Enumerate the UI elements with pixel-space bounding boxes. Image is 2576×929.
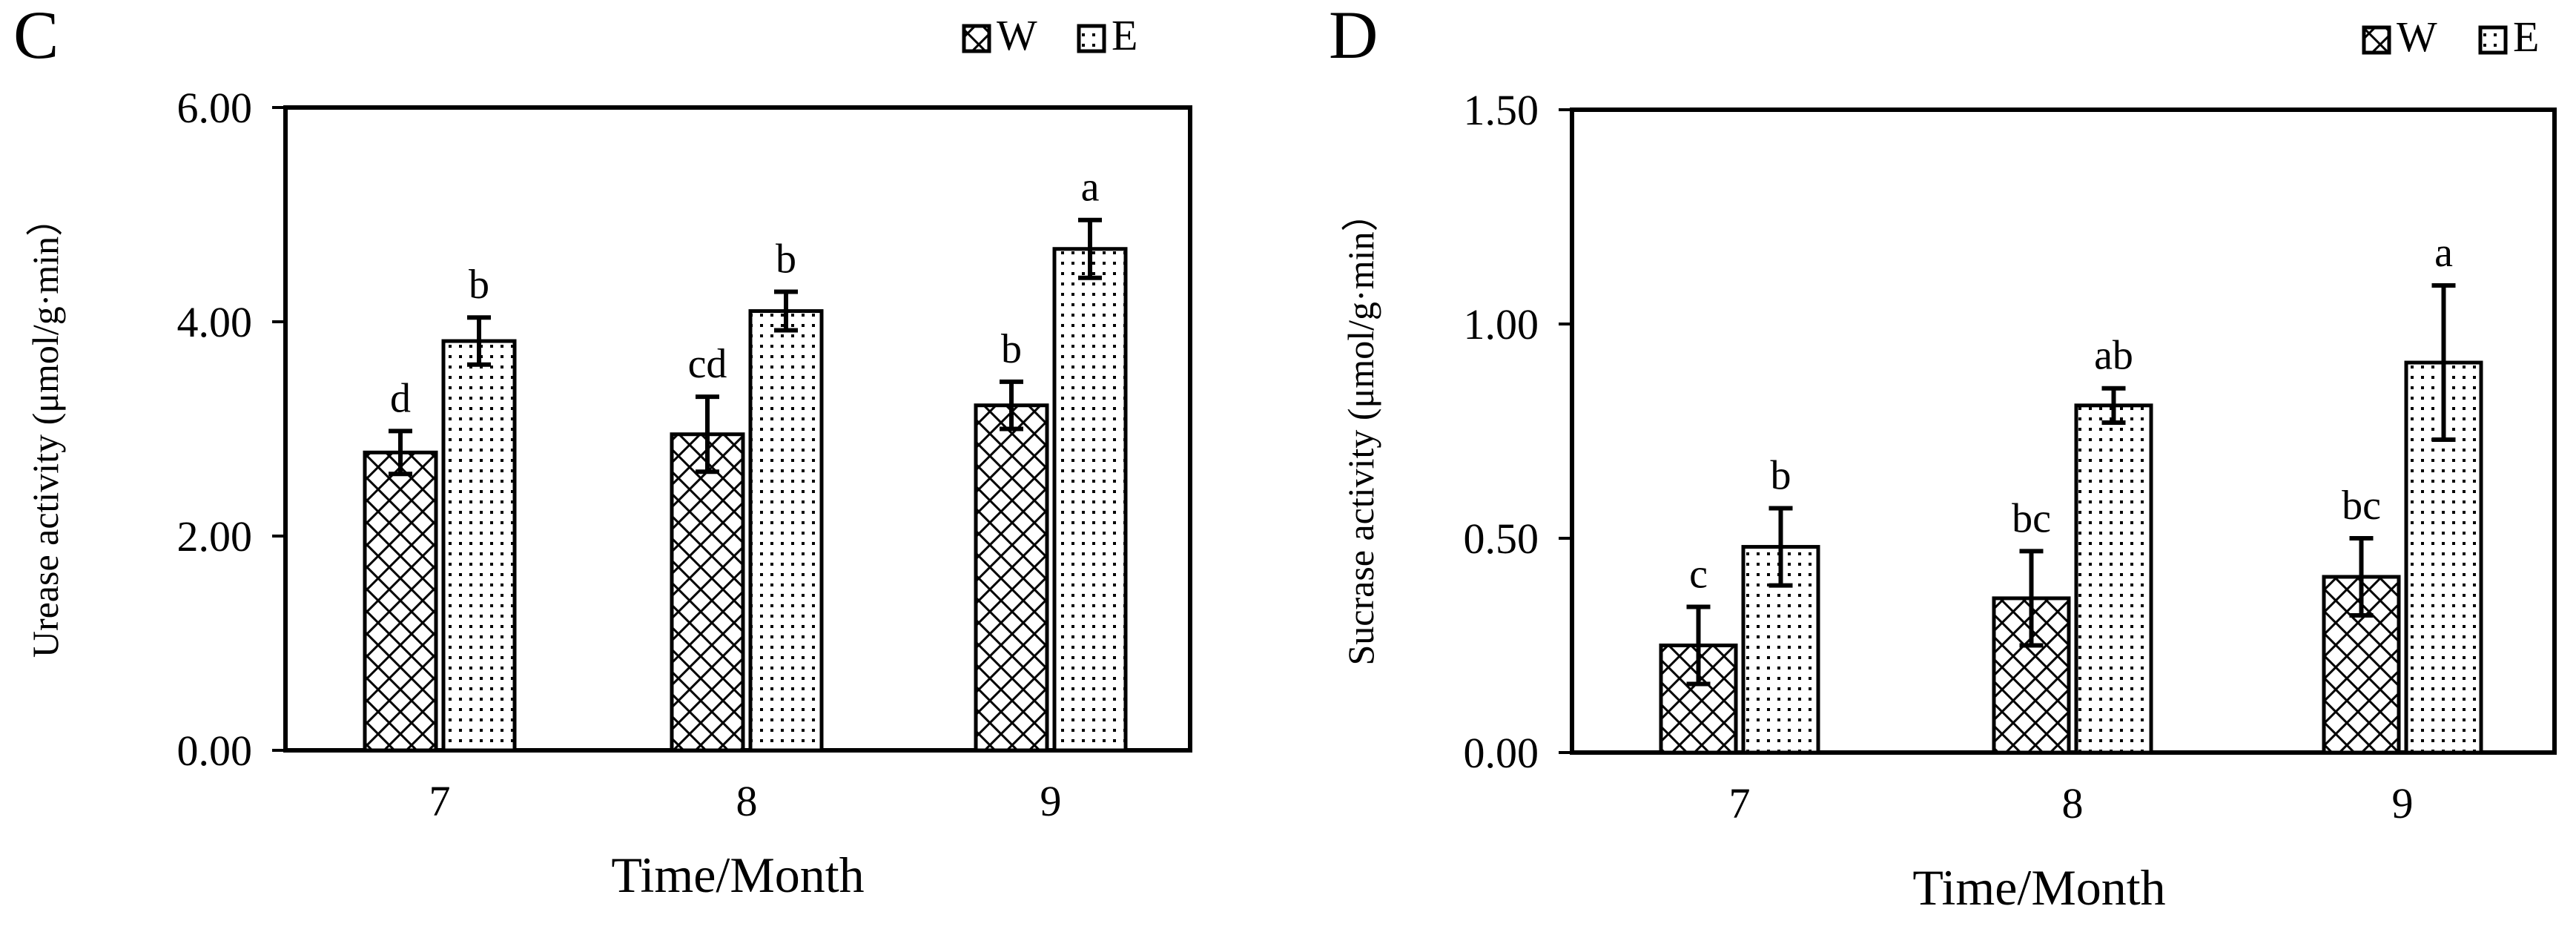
significance-label: cd: [688, 341, 727, 387]
x-axis-label: Time/Month: [611, 847, 864, 903]
x-tick-label: 8: [736, 777, 758, 825]
bar-w: [670, 432, 745, 753]
bar-w: [363, 450, 438, 753]
x-axis-label: Time/Month: [1912, 859, 2165, 916]
y-tick-label: 0.50: [1464, 515, 1539, 563]
legend-swatch-e: [1077, 24, 1106, 53]
significance-label: a: [1081, 165, 1100, 211]
legend-swatch-w: [962, 24, 991, 53]
panel-letter: C: [13, 0, 59, 73]
x-tick-label: 7: [429, 777, 451, 825]
y-axis-label: Sucrase activity (μmol/g·min）: [1340, 194, 1381, 665]
x-tick-label: 8: [2062, 779, 2084, 827]
legend-label: W: [997, 11, 1037, 59]
y-tick-label: 0.00: [1464, 729, 1539, 777]
significance-label: b: [776, 237, 796, 282]
significance-label: ab: [2094, 333, 2133, 379]
bar-e: [1052, 247, 1128, 753]
significance-label: a: [2434, 230, 2453, 276]
significance-label: b: [1001, 326, 1022, 372]
y-tick-label: 4.00: [177, 298, 253, 346]
x-tick-label: 7: [1729, 779, 1751, 827]
y-tick-label: 1.50: [1464, 86, 1539, 134]
significance-label: bc: [2012, 495, 2051, 541]
y-tick-label: 2.00: [177, 512, 253, 561]
y-tick-label: 1.00: [1464, 300, 1539, 348]
y-tick-label: 6.00: [177, 84, 253, 132]
bar-e: [441, 339, 517, 753]
significance-label: d: [390, 375, 411, 421]
x-tick-label: 9: [1040, 777, 1062, 825]
significance-label: b: [469, 262, 489, 308]
legend-label: E: [1112, 11, 1137, 59]
legend-label: W: [2397, 13, 2437, 61]
legend-swatch-e: [2478, 25, 2508, 55]
panel-letter: D: [1329, 0, 1378, 73]
significance-label: b: [1771, 453, 1791, 499]
legend-swatch-w: [2362, 25, 2391, 55]
y-tick-label: 0.00: [177, 727, 253, 775]
panel-d: D 0.00 0.50 1.00 1.50 c bc bc b ab a 7 8 9 Time/Month S…: [1329, 0, 2557, 916]
significance-label: c: [1689, 551, 1708, 597]
significance-label: bc: [2342, 483, 2381, 529]
bar-w: [974, 403, 1049, 753]
y-axis-label: Urease activity (μmol/g·min）: [24, 199, 66, 658]
legend-label: E: [2513, 13, 2539, 61]
x-tick-label: 9: [2392, 779, 2414, 827]
bar-e: [748, 309, 824, 753]
panel-c: C 0.00 2.00 4.00 6.00 d cd b b b a 7 8 9 Time/Month Ure…: [13, 0, 1192, 903]
bar-e: [2074, 403, 2153, 755]
